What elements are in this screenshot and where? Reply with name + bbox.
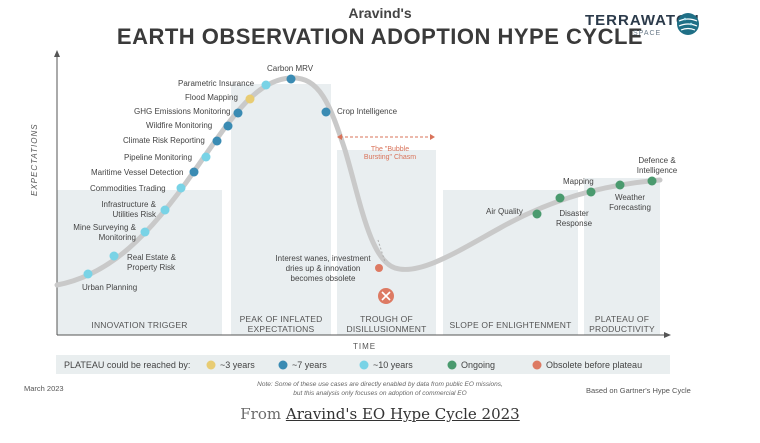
- source-prefix: From: [240, 405, 286, 423]
- legend-label-obsolete: Obsolete before plateau: [546, 360, 643, 370]
- label-mapping: Mapping: [563, 177, 594, 186]
- dot-pipeline-monitoring: [201, 152, 211, 162]
- dot-interest-wanes-investment-drie: [375, 264, 383, 272]
- x-axis-arrow-icon: [664, 332, 671, 338]
- dot-infrastructure-utilities-risk: [160, 205, 170, 215]
- dot-mapping: [586, 187, 596, 197]
- brand-name: TERRAWATCH: [585, 12, 700, 29]
- label-climate-risk: Climate Risk Reporting: [123, 136, 205, 145]
- legend-title: PLATEAU could be reached by:: [64, 360, 191, 370]
- label-wildfire: Wildfire Monitoring: [146, 121, 213, 130]
- dot-air-quality: [532, 209, 542, 219]
- dot-crop-intelligence: [321, 107, 331, 117]
- footer-note-line2: but this analysis only focuses on adopti…: [293, 390, 467, 397]
- footer-note-line1: Note: Some of these use cases are direct…: [257, 381, 503, 388]
- legend-swatch-7-years: [278, 360, 288, 370]
- label-mine-surveying: Mine Surveying & Monitoring: [73, 223, 136, 242]
- phase-bg-innovation: [57, 190, 222, 335]
- chasm-arrow-left-icon: [337, 134, 342, 140]
- phase-label-peak: PEAK OF INFLATED EXPECTATIONS: [239, 314, 323, 334]
- dot-disaster-response: [555, 193, 565, 203]
- supertitle: Aravind's: [348, 5, 412, 21]
- label-maritime: Maritime Vessel Detection: [91, 168, 184, 177]
- dot-maritime-vessel-detection: [189, 167, 199, 177]
- footer-note: Note: Some of these use cases are direct…: [170, 380, 590, 398]
- label-obsolete: Interest wanes, investment dries up & in…: [275, 254, 371, 283]
- label-carbon-mrv: Carbon MRV: [267, 64, 314, 73]
- chasm-label: The "Bubble Bursting" Chasm: [363, 146, 417, 161]
- label-pipeline: Pipeline Monitoring: [124, 153, 193, 162]
- legend-swatch-obsolete: [532, 360, 542, 370]
- label-parametric: Parametric Insurance: [178, 79, 255, 88]
- phase-label-plateau: PLATEAU OF PRODUCTIVITY: [589, 314, 655, 334]
- use-case-dots: [83, 74, 657, 279]
- label-flood-mapping: Flood Mapping: [185, 93, 238, 102]
- label-urban-planning: Urban Planning: [82, 283, 138, 292]
- phase-bg-peak: [231, 84, 331, 335]
- dot-climate-risk-reporting: [212, 136, 222, 146]
- phase-bg-plateau: [584, 178, 660, 335]
- label-disaster-response: Disaster Response: [556, 209, 593, 228]
- globe-logo-icon: [677, 13, 699, 35]
- dot-ghg-emissions-monitoring: [233, 108, 243, 118]
- source-link[interactable]: Aravind's EO Hype Cycle 2023: [285, 405, 520, 423]
- dot-wildfire-monitoring: [223, 121, 233, 131]
- label-weather: Weather Forecasting: [609, 193, 651, 212]
- phase-label-slope: SLOPE OF ENLIGHTENMENT: [449, 320, 572, 330]
- label-defence: Defence & Intelligence: [636, 156, 678, 175]
- label-infrastructure: Infrastructure & Utilities Risk: [101, 200, 156, 219]
- dot-mine-surveying-monitoring: [140, 227, 150, 237]
- label-ghg: GHG Emissions Monitoring: [134, 107, 231, 116]
- x-axis-label: TIME: [353, 342, 377, 351]
- legend-swatch-3-years: [206, 360, 216, 370]
- dot-flood-mapping: [245, 94, 255, 104]
- chasm-arrow-right-icon: [430, 134, 435, 140]
- dot-parametric-insurance: [261, 80, 271, 90]
- footer-credit: Based on Gartner's Hype Cycle: [586, 386, 691, 395]
- source-caption: From Aravind's EO Hype Cycle 2023: [0, 405, 760, 423]
- legend-label-10-years: ~10 years: [373, 360, 413, 370]
- obsolete-x-cross-icon: [381, 291, 391, 301]
- legend-label-7-years: ~7 years: [292, 360, 327, 370]
- legend-label-3-years: ~3 years: [220, 360, 255, 370]
- label-real-estate: Real Estate & Property Risk: [127, 253, 176, 272]
- phase-bg-slope: [443, 190, 578, 335]
- phase-label-trough: TROUGH OF DISILLUSIONMENT: [346, 314, 427, 334]
- label-air-quality: Air Quality: [486, 207, 523, 216]
- dot-real-estate-property-risk: [109, 251, 119, 261]
- dot-commodities-trading: [176, 183, 186, 193]
- dot-urban-planning: [83, 269, 93, 279]
- y-axis-label: EXPECTATIONS: [30, 123, 39, 196]
- hype-curve: [54, 75, 663, 288]
- legend-swatches: [206, 360, 542, 370]
- label-crop-intelligence: Crop Intelligence: [337, 107, 398, 116]
- dot-defence-intelligence: [647, 176, 657, 186]
- dot-weather-forecasting: [615, 180, 625, 190]
- legend-label-ongoing: Ongoing: [461, 360, 496, 370]
- label-commodities: Commodities Trading: [90, 184, 166, 193]
- dot-carbon-mrv: [286, 74, 296, 84]
- legend-swatch-10-years: [359, 360, 369, 370]
- brand-sub: SPACE: [633, 30, 662, 37]
- legend-swatch-ongoing: [447, 360, 457, 370]
- footer-date: March 2023: [24, 384, 64, 393]
- page-title: EARTH OBSERVATION ADOPTION HYPE CYCLE: [116, 24, 644, 49]
- phase-label-innovation: INNOVATION TRIGGER: [91, 320, 188, 330]
- y-axis-arrow-icon: [54, 50, 60, 57]
